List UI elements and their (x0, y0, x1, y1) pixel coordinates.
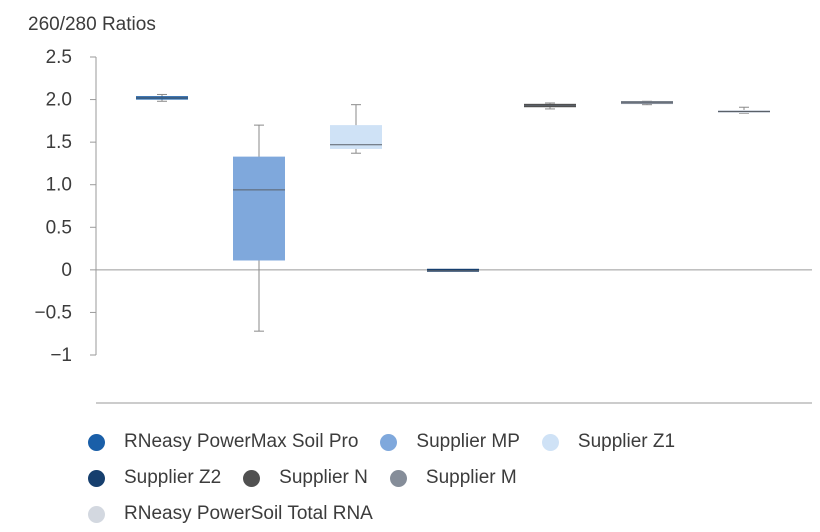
legend-item-rneasy-powersoil-total-rna: RNeasy PowerSoil Total RNA (88, 503, 373, 525)
legend-label: RNeasy PowerSoil Total RNA (124, 503, 373, 524)
box-plot-series (136, 93, 770, 332)
box-iqr (330, 125, 382, 149)
legend-label: Supplier Z1 (577, 431, 676, 452)
box-rneasy-powermax-soil-pro (136, 93, 188, 102)
legend-label: RNeasy PowerMax Soil Pro (124, 431, 359, 452)
legend-swatch (88, 505, 105, 523)
y-tick-label: 1.5 (46, 132, 72, 153)
box-rneasy-powersoil-total-rna (718, 106, 770, 114)
box-supplier-mp (233, 124, 285, 332)
legend-swatch (389, 469, 407, 487)
legend-label: Supplier Z2 (124, 467, 222, 488)
legend-swatch (380, 433, 398, 451)
box-plot-chart: 260/280 Ratios 2.5 2.0 1.5 1.0 0.5 0 −0.5 −1 (28, 14, 812, 404)
y-tick-label: 2.5 (46, 47, 72, 68)
chart-title: 260/280 Ratios (28, 14, 156, 35)
box-iqr (233, 156, 285, 261)
y-tick-label: 1.0 (46, 175, 72, 196)
legend-item-supplier-mp: Supplier MP (380, 431, 520, 453)
legend-swatch (541, 433, 559, 451)
legend-label: Supplier MP (416, 431, 520, 452)
legend-swatch (88, 469, 105, 487)
legend-row: Supplier Z2 Supplier N Supplier M (88, 460, 808, 496)
y-tick-label: 0.5 (46, 217, 72, 238)
legend-swatch (243, 469, 261, 487)
y-tick-label: 0 (61, 260, 72, 281)
legend-row: RNeasy PowerSoil Total RNA (88, 496, 808, 532)
y-axis: 2.5 2.0 1.5 1.0 0.5 0 −0.5 −1 (34, 47, 96, 366)
box-supplier-z1 (330, 104, 382, 154)
legend-row: RNeasy PowerMax Soil Pro Supplier MP Sup… (88, 424, 808, 460)
y-tick-label: −1 (50, 345, 72, 366)
box-supplier-m (621, 100, 673, 106)
legend-item-supplier-z2: Supplier Z2 (88, 467, 221, 489)
legend-item-supplier-n: Supplier N (243, 467, 368, 489)
y-tick-label: 2.0 (46, 90, 72, 111)
box-supplier-n (524, 102, 576, 110)
legend-item-supplier-z1: Supplier Z1 (541, 431, 676, 453)
legend-label: Supplier N (279, 467, 368, 488)
legend-item-rneasy-powermax-soil-pro: RNeasy PowerMax Soil Pro (88, 431, 358, 453)
box-supplier-z2 (427, 268, 479, 272)
legend-swatch (88, 433, 105, 451)
legend: RNeasy PowerMax Soil Pro Supplier MP Sup… (88, 424, 808, 532)
legend-label: Supplier M (425, 467, 517, 488)
y-tick-label: −0.5 (34, 302, 72, 323)
legend-item-supplier-m: Supplier M (389, 467, 517, 489)
